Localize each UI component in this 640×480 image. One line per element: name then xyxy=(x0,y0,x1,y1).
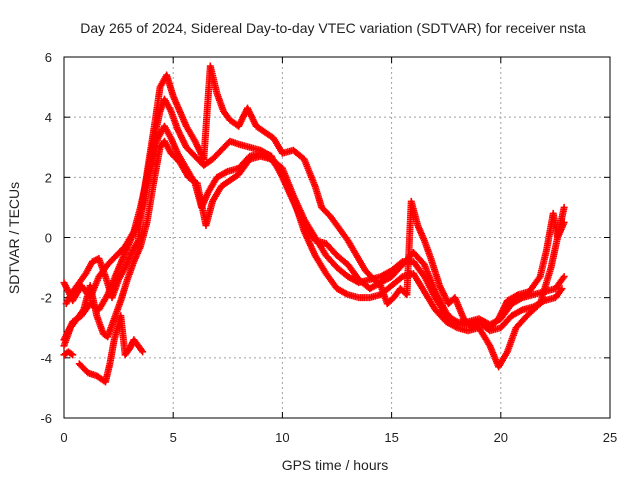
y-tick-label: -2 xyxy=(40,291,52,306)
data-point xyxy=(560,273,568,281)
chart-title: Day 265 of 2024, Sidereal Day-to-day VTE… xyxy=(80,20,586,36)
data-points xyxy=(60,62,568,386)
x-axis-title: GPS time / hours xyxy=(282,457,389,473)
series-track-f xyxy=(60,348,77,359)
data-point xyxy=(138,346,146,354)
x-tick-label: 0 xyxy=(60,430,67,445)
y-tick-label: 6 xyxy=(45,50,52,65)
x-tick-labels: 0 5 10 15 20 25 xyxy=(60,430,617,445)
x-tick-label: 25 xyxy=(603,430,617,445)
data-point xyxy=(139,348,147,356)
x-tick-label: 10 xyxy=(275,430,289,445)
series-track-c xyxy=(60,137,568,371)
y-axis-title: SDTVAR / TECUs xyxy=(6,182,22,294)
axis-ticks xyxy=(63,56,611,419)
data-point xyxy=(557,286,565,294)
series-track-d xyxy=(62,62,568,332)
y-tick-labels: -6 -4 -2 0 2 4 6 xyxy=(40,50,52,426)
y-tick-label: -6 xyxy=(40,411,52,426)
y-tick-label: 0 xyxy=(45,231,52,246)
y-tick-label: -4 xyxy=(40,351,52,366)
data-point xyxy=(67,350,75,358)
series-track-a xyxy=(60,95,568,329)
data-point xyxy=(560,203,568,211)
data-point xyxy=(559,274,567,282)
x-tick-label: 20 xyxy=(494,430,508,445)
y-tick-label: 2 xyxy=(45,170,52,185)
y-tick-label: 4 xyxy=(45,110,52,125)
data-point xyxy=(397,259,405,267)
series-track-e xyxy=(75,312,147,386)
data-point xyxy=(69,351,77,359)
x-tick-label: 15 xyxy=(384,430,398,445)
data-point xyxy=(558,285,566,293)
x-tick-label: 5 xyxy=(170,430,177,445)
